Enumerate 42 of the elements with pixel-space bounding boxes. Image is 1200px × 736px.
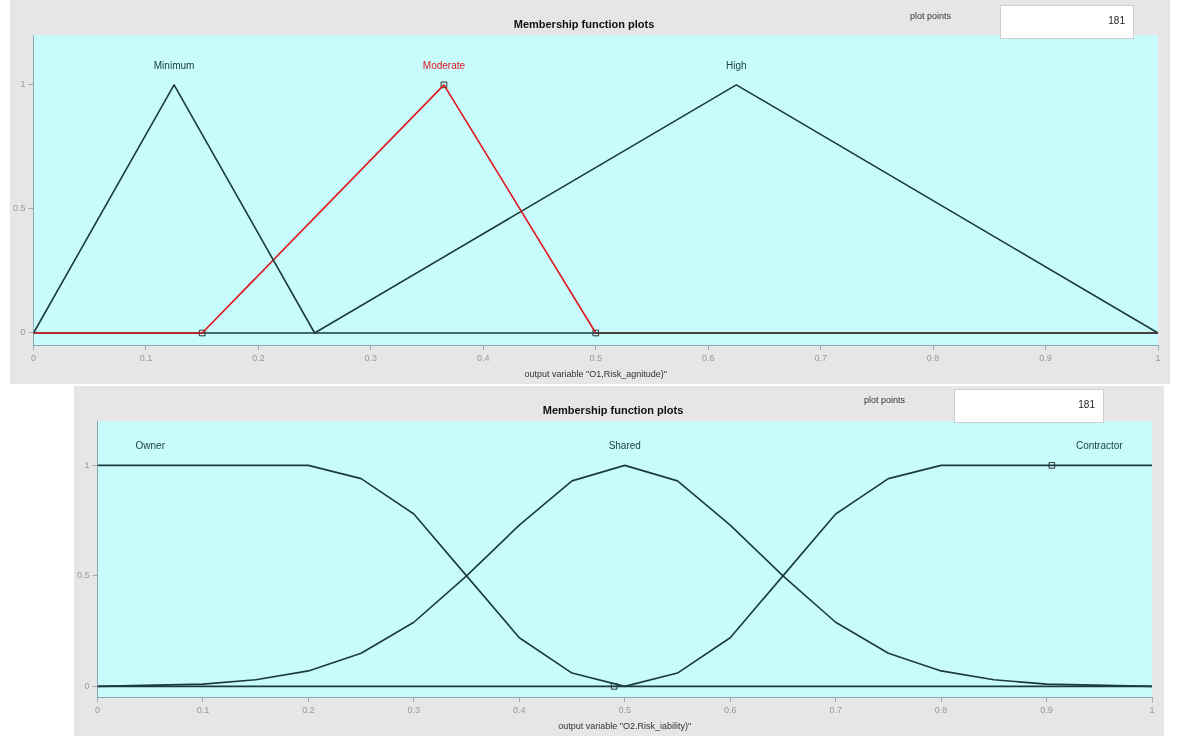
x-tick-label: 0.2	[252, 353, 265, 364]
series-label: Moderate	[422, 59, 466, 71]
chart-title: Membership function plots	[542, 403, 684, 416]
y-tick-label: 0	[20, 327, 26, 338]
y-tick-label: 0.5	[13, 203, 26, 214]
x-tick-label: 0.9	[1040, 705, 1053, 716]
x-tick-label: 0.4	[477, 353, 490, 364]
x-tick-label: 0.3	[407, 705, 421, 716]
x-tick-label: 0.4	[513, 705, 526, 716]
x-tick-label: 0.3	[364, 353, 378, 364]
text: plot points	[864, 395, 906, 405]
text: plot points	[910, 11, 952, 21]
x-tick-label: 0.6	[701, 353, 715, 364]
x-tick-label: 0.6	[723, 705, 737, 716]
x-tick-label: 1	[1149, 705, 1155, 716]
text-field: 181	[1000, 5, 1134, 39]
x-tick-label: 0.1	[139, 353, 153, 364]
chart-title: Membership function plots	[513, 17, 655, 30]
y-tick-label: 0.5	[77, 570, 90, 581]
series-label: Shared	[608, 440, 641, 452]
x-tick-label: 0.2	[302, 705, 315, 716]
y-tick-label: 1	[20, 79, 26, 90]
series-label: Contractor	[1075, 440, 1124, 452]
x-axis-title: output variable "O1,Risk_agnitude)"	[524, 369, 667, 380]
x-tick-label: 0.1	[196, 705, 210, 716]
series-label: High	[726, 59, 747, 71]
x-tick-label: 0.5	[618, 705, 632, 716]
x-tick-label: 1	[1155, 353, 1161, 364]
y-tick-label: 0	[84, 680, 90, 691]
x-axis-title: output variable "O2.Risk_iability)"	[558, 721, 692, 732]
y-tick-label: 1	[84, 459, 90, 470]
x-tick-label: 0.8	[926, 353, 940, 364]
series-label: Owner	[135, 440, 166, 452]
x-tick-label: 0.7	[829, 705, 842, 716]
x-tick-label: 0.7	[814, 353, 827, 364]
text-field: 181	[954, 389, 1104, 423]
x-tick-label: 0.9	[1039, 353, 1052, 364]
series-label: Minimum	[153, 59, 195, 71]
x-tick-label: 0.8	[934, 705, 948, 716]
x-tick-label: 0.5	[589, 353, 603, 364]
x-tick-label: 0	[95, 705, 101, 716]
x-tick-label: 0	[31, 353, 37, 364]
